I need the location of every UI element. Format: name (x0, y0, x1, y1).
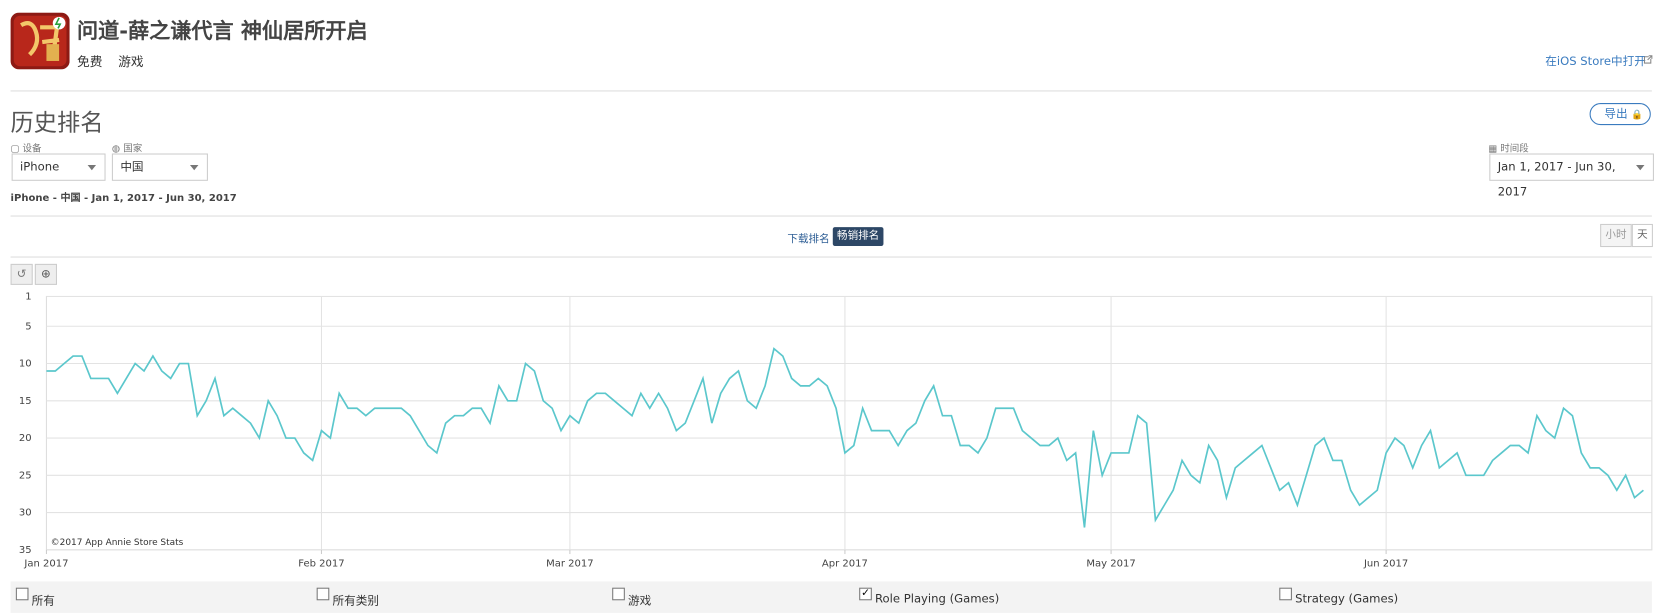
period-select[interactable]: Jan 1, 2017 - Jun 30, 2017 (1489, 153, 1654, 199)
watermark: ©2017 App Annie Store Stats (51, 538, 184, 548)
x-tick-label: Jun 2017 (1363, 559, 1408, 570)
tab[interactable]: 下载排名 (787, 233, 830, 245)
y-tick-label: 15 (19, 396, 32, 407)
country-label: ◍ 国家 (111, 144, 143, 155)
device-label: ▢ 设备 (10, 144, 42, 155)
y-tick-label: 30 (19, 508, 32, 519)
zoom-button[interactable]: ⊕ (34, 263, 57, 285)
granularity-button[interactable]: 小时 (1600, 223, 1632, 248)
x-tick-label: Feb 2017 (298, 559, 344, 570)
summary: iPhone - 中国 - Jan 1, 2017 - Jun 30, 2017 (10, 192, 237, 204)
checkbox[interactable] (612, 587, 625, 601)
checkbox[interactable] (15, 587, 29, 601)
y-tick-label: 5 (25, 321, 31, 332)
y-tick-label: 20 (19, 433, 32, 444)
x-tick-label: Apr 2017 (822, 559, 868, 570)
country-select[interactable]: 中国 (111, 153, 208, 181)
app-price: 免费 (77, 54, 103, 70)
plot-frame (45, 295, 1653, 551)
country-label-text: 国家 (123, 144, 143, 155)
y-tick-label: 35 (19, 545, 32, 556)
app-icon (10, 12, 70, 70)
x-tick-label: May 2017 (1086, 559, 1135, 570)
device-select[interactable]: iPhone (11, 153, 106, 181)
export-label: 导出 (1604, 107, 1628, 121)
device-label-text: 设备 (22, 144, 42, 155)
legend-item[interactable]: Strategy (Games) (1295, 591, 1399, 606)
legend-item[interactable]: 所有类别 (332, 593, 379, 608)
x-tick-label: Mar 2017 (546, 559, 594, 570)
period-label-text: 时间段 (1500, 144, 1529, 155)
external-icon (1643, 55, 1653, 64)
period-label: ▦ 时间段 (1488, 144, 1529, 155)
checkbox[interactable] (316, 587, 330, 601)
x-tick-label: Jan 2017 (23, 559, 68, 570)
legend-item[interactable]: 游戏 (628, 593, 652, 608)
line (46, 347, 1644, 528)
y-tick-label: 10 (19, 359, 32, 370)
granularity-button[interactable]: 天 (1631, 223, 1653, 248)
reset-button[interactable]: ↺ (10, 263, 33, 285)
checkbox[interactable] (1279, 587, 1292, 601)
export-button[interactable]: 导出 🔒 (1589, 103, 1651, 126)
y-tick-label: 25 (19, 470, 32, 481)
divider (10, 215, 1652, 217)
legend-item[interactable]: Role Playing (Games) (875, 591, 1000, 606)
legend-bar (10, 581, 1652, 613)
checkbox-checked[interactable]: ✓ (859, 587, 872, 601)
legend-item[interactable]: 所有 (31, 593, 55, 608)
divider (10, 90, 1652, 92)
app-category[interactable]: 游戏 (118, 54, 144, 70)
store-link[interactable]: 在iOS Store中打开 (1545, 54, 1646, 69)
app-title: 问道-薛之谦代言 神仙居所开启 (77, 17, 368, 44)
section-title: 历史排名 (10, 110, 104, 137)
y-tick-label: 1 (25, 291, 31, 302)
divider (10, 256, 1652, 258)
tab-active[interactable]: 畅销排名 (832, 227, 884, 247)
